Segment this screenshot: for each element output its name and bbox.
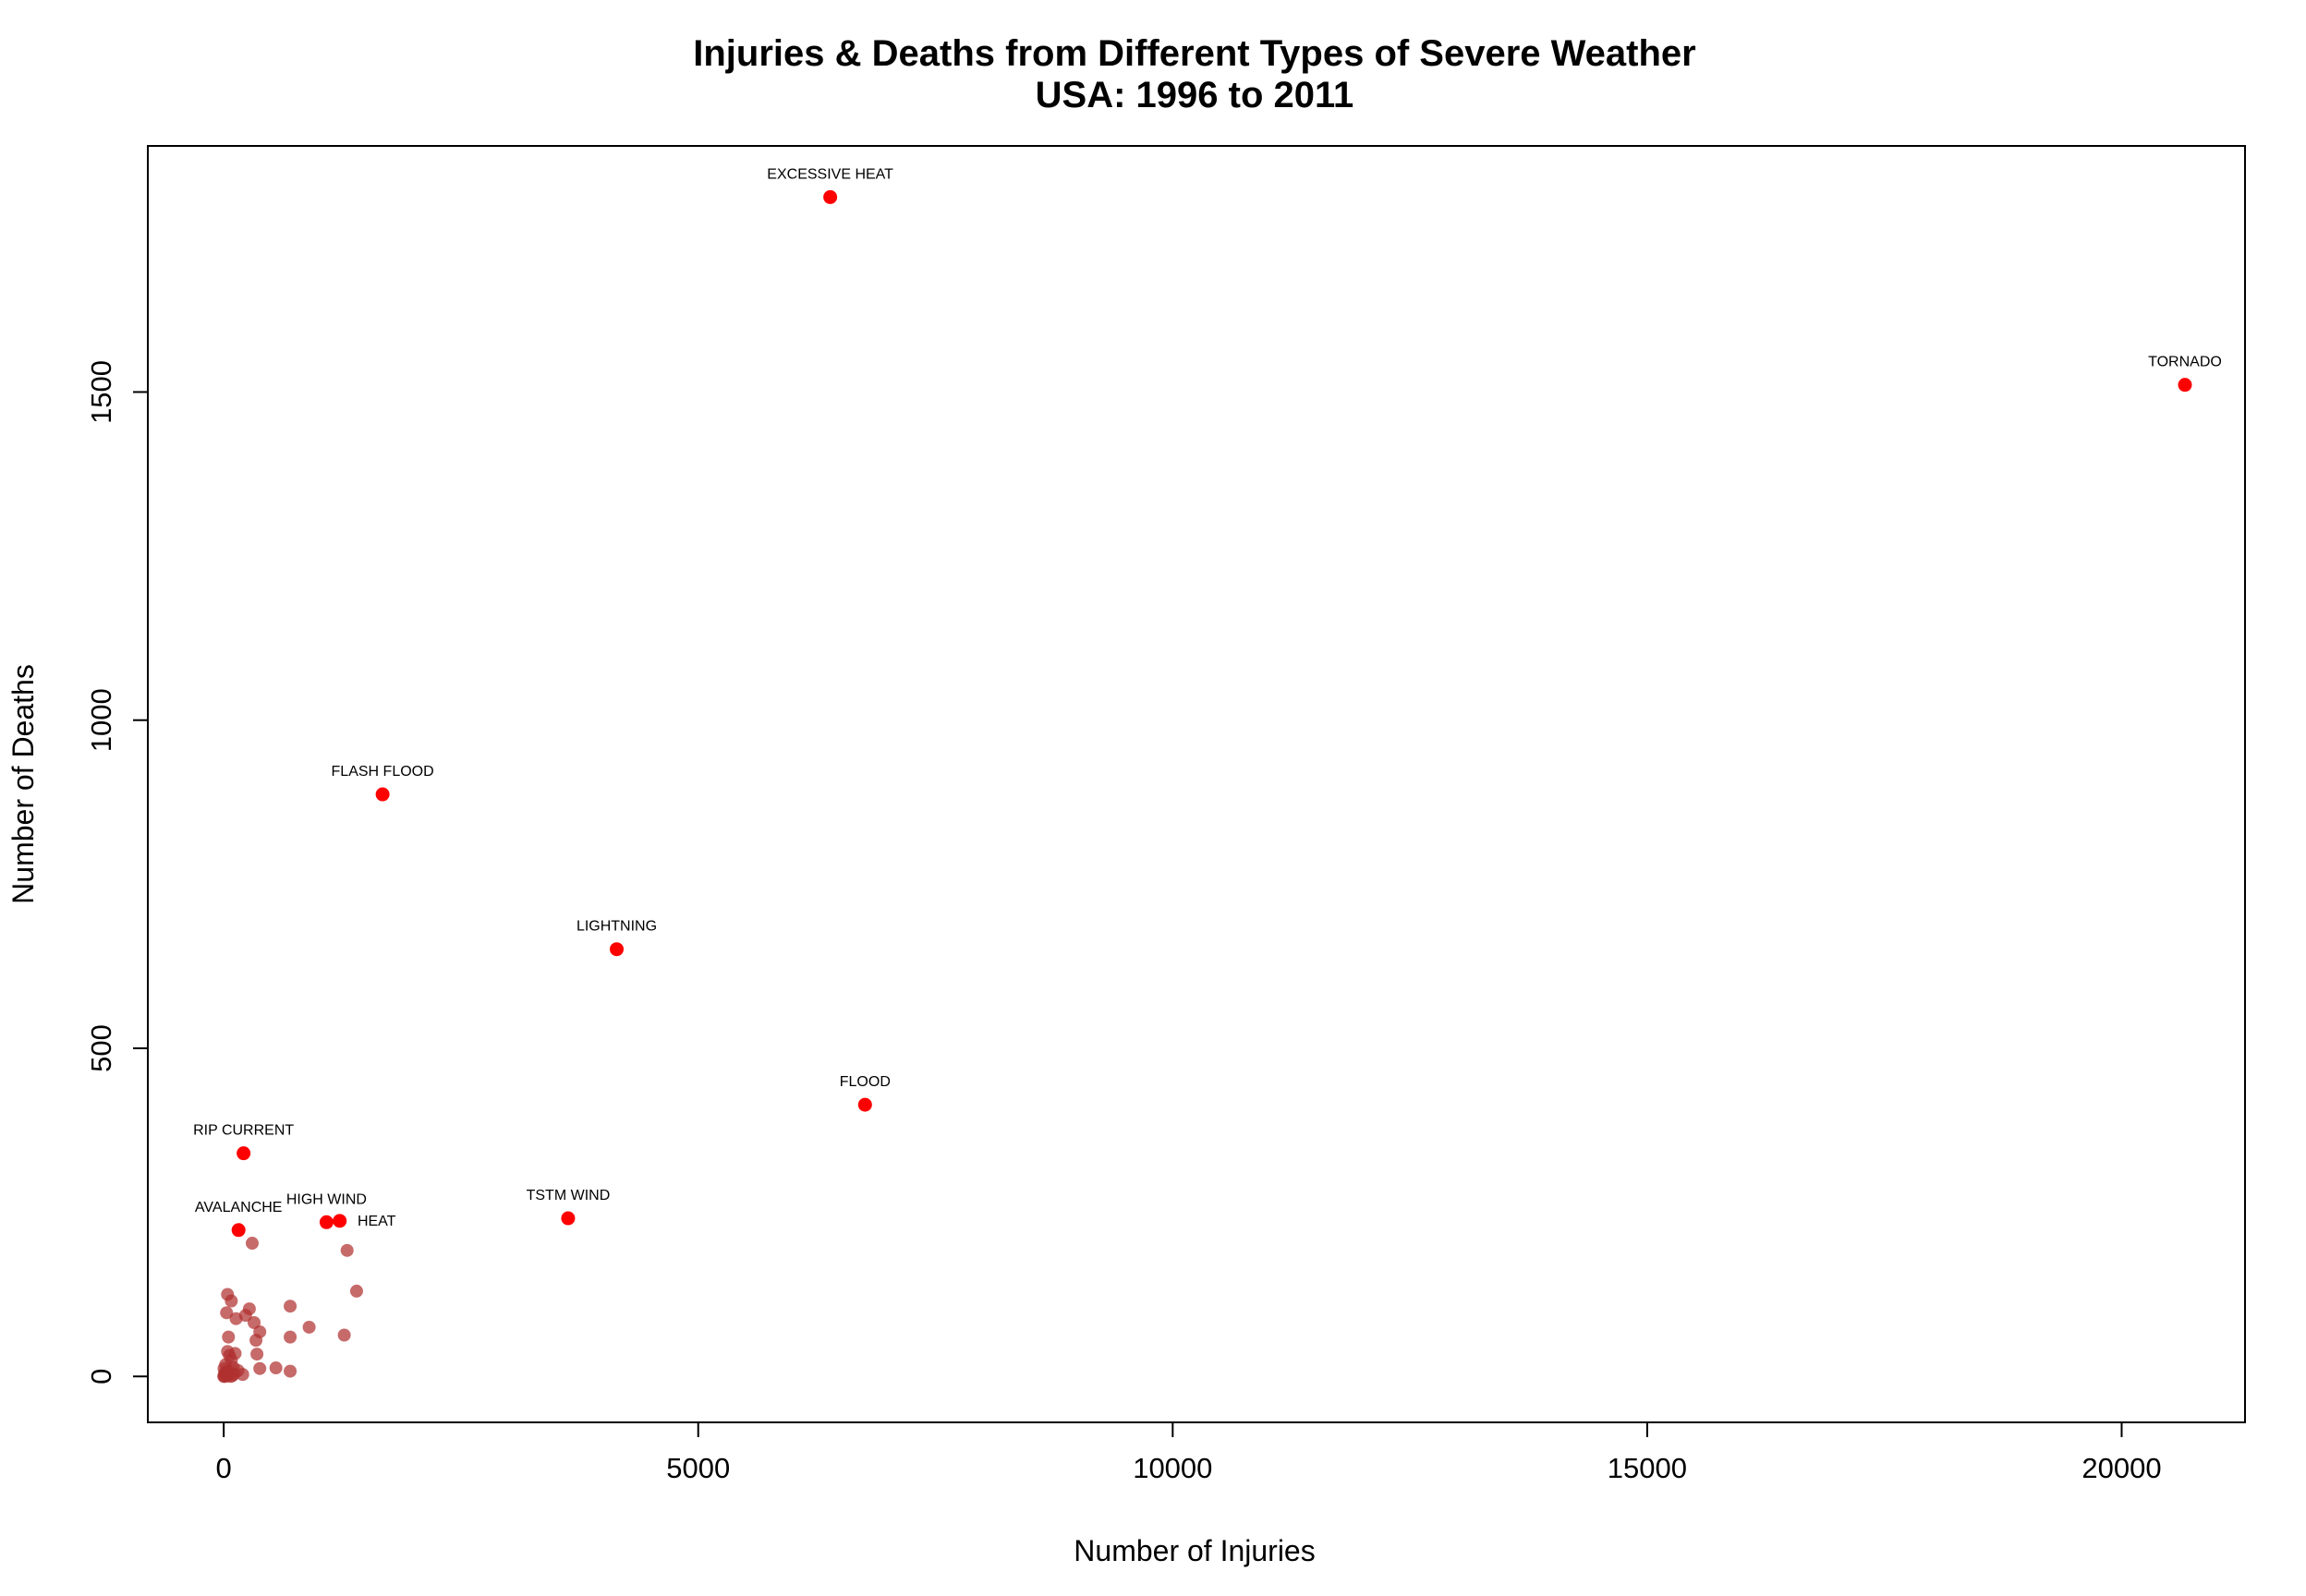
highlighted-point bbox=[561, 1211, 576, 1226]
highlighted-point bbox=[2178, 378, 2192, 393]
data-point bbox=[337, 1328, 351, 1342]
plot-frame bbox=[147, 145, 2246, 1423]
point-label: EXCESSIVE HEAT bbox=[767, 166, 893, 182]
data-point bbox=[250, 1348, 264, 1361]
y-tick-label: 1000 bbox=[85, 688, 117, 752]
x-axis-label: Number of Injuries bbox=[1074, 1534, 1315, 1567]
highlighted-point bbox=[319, 1215, 334, 1229]
other-points bbox=[217, 1237, 363, 1384]
point-label: TORNADO bbox=[2148, 355, 2222, 370]
data-point bbox=[220, 1306, 234, 1320]
x-tick-label: 0 bbox=[216, 1452, 232, 1484]
data-point bbox=[217, 1361, 231, 1375]
data-point bbox=[284, 1330, 297, 1344]
data-point bbox=[349, 1284, 363, 1298]
data-point bbox=[269, 1361, 283, 1375]
chart-subtitle: USA: 1996 to 2011 bbox=[1036, 75, 1354, 115]
point-label: RIP CURRENT bbox=[193, 1123, 294, 1139]
point-label: TSTM WIND bbox=[527, 1188, 611, 1203]
highlighted-point bbox=[231, 1223, 246, 1238]
data-point bbox=[340, 1243, 354, 1257]
point-label: LIGHTNING bbox=[576, 919, 657, 935]
data-point bbox=[284, 1364, 297, 1378]
data-point bbox=[245, 1237, 259, 1251]
highlighted-point bbox=[237, 1146, 251, 1161]
y-axis: 0 500 1000 1500 bbox=[85, 360, 149, 1384]
y-axis-label: Number of Deaths bbox=[6, 664, 40, 904]
point-label: HEAT bbox=[358, 1214, 396, 1229]
data-point bbox=[284, 1300, 297, 1313]
highlighted-point bbox=[823, 189, 838, 204]
data-point bbox=[238, 1309, 252, 1323]
point-labels: EXCESSIVE HEAT TORNADO FLASH FLOOD LIGHTNIN… bbox=[193, 166, 2222, 1228]
highlighted-point bbox=[857, 1097, 872, 1112]
x-tick-label: 20000 bbox=[2081, 1452, 2161, 1484]
point-label: FLASH FLOOD bbox=[332, 764, 434, 780]
x-tick-label: 10000 bbox=[1133, 1452, 1212, 1484]
data-point bbox=[222, 1330, 236, 1344]
y-tick-label: 0 bbox=[85, 1369, 117, 1384]
chart-title: Injuries & Deaths from Different Types o… bbox=[693, 33, 1696, 74]
y-tick-label: 1500 bbox=[85, 360, 117, 424]
point-label: FLOOD bbox=[840, 1074, 891, 1090]
data-point bbox=[227, 1367, 241, 1381]
data-point bbox=[249, 1334, 263, 1348]
x-tick-label: 5000 bbox=[666, 1452, 730, 1484]
highlighted-point bbox=[610, 942, 625, 957]
x-tick-label: 15000 bbox=[1608, 1452, 1687, 1484]
highlighted-point bbox=[375, 787, 390, 802]
highlighted-point bbox=[333, 1214, 347, 1228]
data-point bbox=[225, 1294, 238, 1308]
data-point bbox=[302, 1320, 316, 1334]
highlighted-points bbox=[231, 189, 2192, 1238]
point-label: HIGH WIND bbox=[286, 1191, 367, 1207]
y-tick-label: 500 bbox=[85, 1024, 117, 1072]
point-label: AVALANCHE bbox=[195, 1200, 283, 1215]
x-axis: 0 5000 10000 15000 20000 bbox=[216, 1421, 2162, 1484]
data-point bbox=[253, 1361, 267, 1375]
